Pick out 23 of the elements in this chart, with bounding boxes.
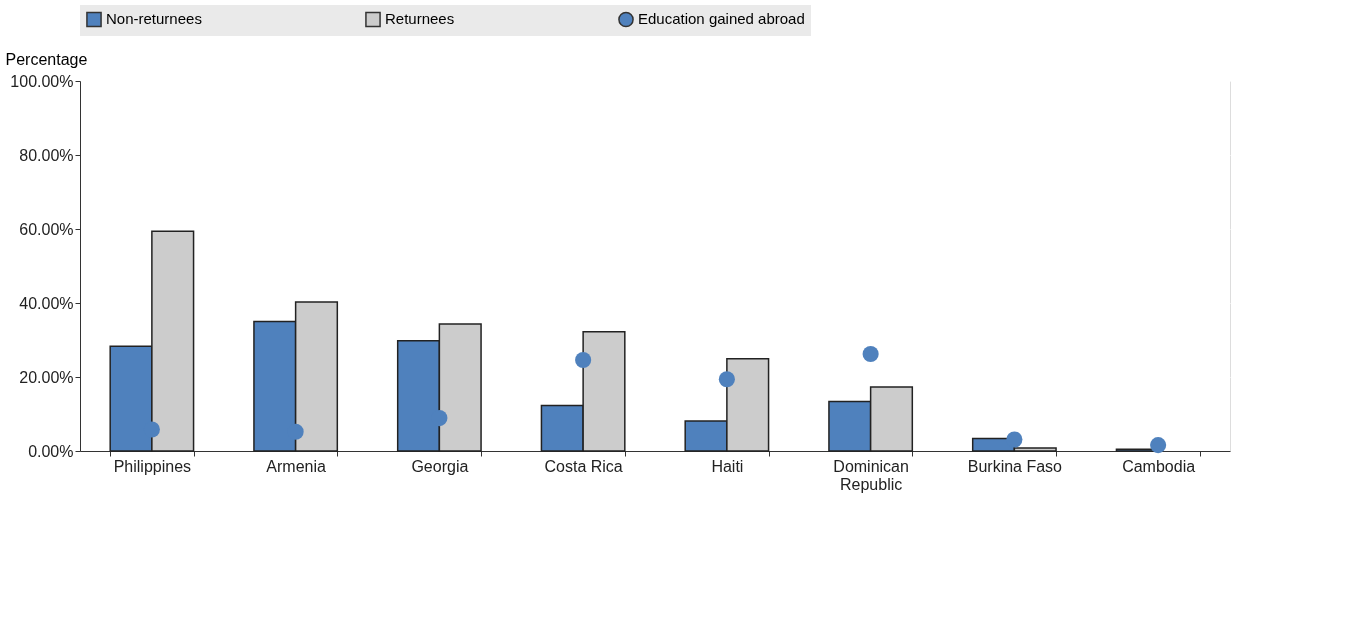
x-tick-label: Armenia bbox=[266, 457, 327, 475]
x-tick-label: Cambodia bbox=[1122, 457, 1196, 475]
y-tick-label: 100.00% bbox=[10, 72, 74, 90]
y-tick-label: 80.00% bbox=[19, 146, 74, 164]
legend-label: Education gained abroad bbox=[638, 10, 805, 28]
y-tick-label: 0.00% bbox=[28, 442, 74, 460]
point bbox=[1006, 431, 1023, 448]
legend-label: Non-returnees bbox=[106, 10, 202, 28]
x-tick-label: Georgia bbox=[411, 457, 469, 475]
x-tick-label: Burkina Faso bbox=[967, 457, 1063, 475]
legend-label: Returnees bbox=[385, 10, 455, 28]
x-tick-label: Dominican Republic bbox=[833, 457, 909, 493]
x-tick-label: Haiti bbox=[711, 457, 744, 475]
x-tick-label: Philippines bbox=[113, 457, 192, 475]
point bbox=[862, 346, 879, 363]
y-axis-title: Percentage bbox=[5, 50, 88, 68]
point bbox=[1150, 437, 1167, 454]
y-tick-label: 20.00% bbox=[19, 368, 74, 386]
point bbox=[575, 351, 592, 369]
x-tick-label: Costa Rica bbox=[544, 457, 623, 475]
y-tick-label: 40.00% bbox=[19, 294, 74, 312]
y-tick-label: 60.00% bbox=[19, 220, 74, 238]
point bbox=[718, 371, 735, 388]
